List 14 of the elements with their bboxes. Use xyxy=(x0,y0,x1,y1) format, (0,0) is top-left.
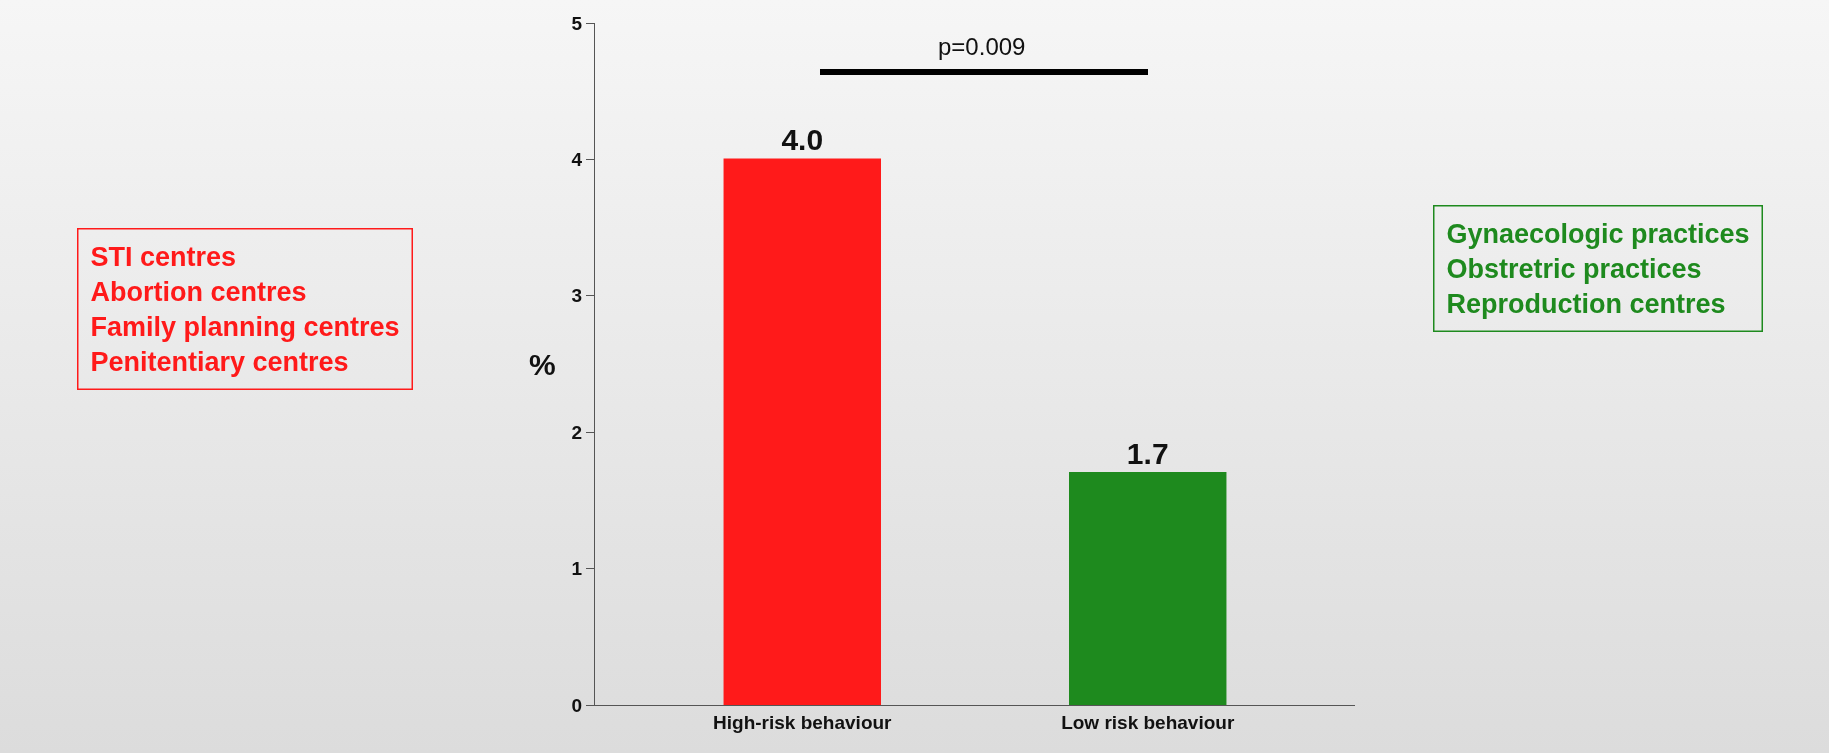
data-label: 1.7 xyxy=(1126,437,1169,471)
x-tick-label: Low risk behaviour xyxy=(1061,711,1235,733)
y-tick-label: 3 xyxy=(571,285,583,307)
y-tick-label: 4 xyxy=(571,149,583,171)
y-tick-label: 0 xyxy=(571,694,583,716)
annotation: p=0.009 xyxy=(938,33,1026,60)
y-tick-label: 5 xyxy=(571,12,583,34)
y-tick-label: 2 xyxy=(571,421,583,443)
data-label: 4.0 xyxy=(781,123,824,157)
text: Gynaecologic practices Obstretric practices Reproduction centres xyxy=(1446,218,1750,319)
text: STI centres Abortion centres Family planning centres Penitentiary centres xyxy=(90,241,400,377)
y-axis-title: % xyxy=(529,348,556,381)
y-tick-label: 1 xyxy=(571,558,583,580)
x-tick-label: High-risk behaviour xyxy=(713,711,893,733)
